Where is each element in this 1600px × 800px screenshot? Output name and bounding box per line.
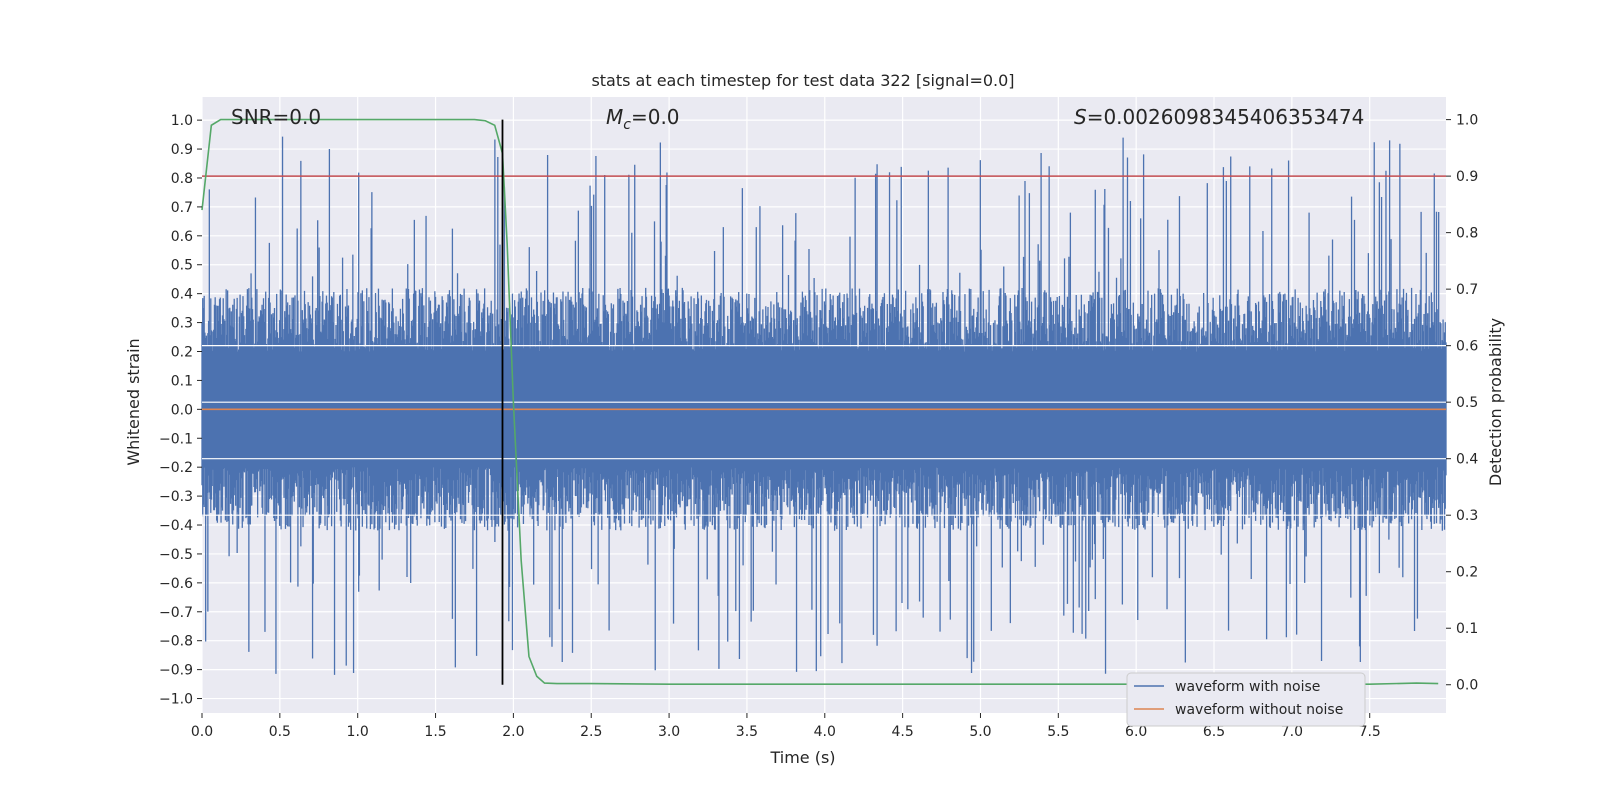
y-tick-label-right: 0.1 [1456, 621, 1478, 637]
x-tick-label: 7.0 [1281, 724, 1303, 740]
chirp-mass-value: =0.0 [631, 105, 680, 129]
y-axis-label-left: Whitened strain [124, 338, 143, 465]
x-tick-label: 4.5 [891, 724, 913, 740]
y-tick-label-right: 0.3 [1456, 508, 1478, 524]
y-tick-label-left: 1.0 [171, 113, 193, 129]
y-tick-label-left: 0.8 [171, 171, 193, 187]
y-tick-label-left: 0.9 [171, 142, 193, 158]
detection-probability-line [201, 118, 1439, 685]
y-tick-label-left: −0.1 [159, 431, 193, 447]
chart-title: stats at each timestep for test data 322… [591, 71, 1014, 90]
series-lines [201, 118, 1446, 685]
y-tick-label-left: 0.0 [171, 402, 193, 418]
y-tick-label-left: 0.3 [171, 316, 193, 332]
x-tick-label: 1.0 [347, 724, 369, 740]
x-tick-label: 2.0 [502, 724, 524, 740]
y-tick-label-left: −0.9 [159, 663, 193, 679]
y-tick-label-right: 0.8 [1456, 226, 1478, 242]
y-tick-label-left: 0.7 [171, 200, 193, 216]
x-tick-label: 5.0 [969, 724, 991, 740]
y-tick-label-left: −0.8 [159, 634, 193, 650]
y-tick-label-left: −0.5 [159, 547, 193, 563]
y-tick-label-left: −0.4 [159, 518, 193, 534]
snr-annotation: SNR=0.0 [231, 105, 321, 129]
y-tick-label-left: 0.4 [171, 287, 193, 303]
y-tick-label-left: −0.2 [159, 460, 193, 476]
x-tick-label: 5.5 [1047, 724, 1069, 740]
y-tick-label-right: 0.5 [1456, 395, 1478, 411]
x-tick-label: 7.5 [1359, 724, 1381, 740]
y-tick-label-right: 0.9 [1456, 169, 1478, 185]
y-tick-label-left: 0.5 [171, 258, 193, 274]
y-tick-label-right: 0.6 [1456, 339, 1478, 355]
x-tick-label: 3.0 [658, 724, 680, 740]
x-tick-label: 6.5 [1203, 724, 1225, 740]
chirp-mass-subscript: c [623, 117, 631, 133]
x-tick-label: 0.0 [191, 724, 213, 740]
x-tick-label: 1.5 [424, 724, 446, 740]
s-statistic-value: =0.0026098345406353474 [1087, 105, 1365, 129]
x-tick-label: 6.0 [1125, 724, 1147, 740]
axis-ticks: 0.0 0.5 1.0 1.5 2.0 2.5 3.0 3.5 4.0 4.5 5.0 5.5 6.0 6… [159, 113, 1478, 740]
x-tick-label: 4.0 [814, 724, 836, 740]
legend: waveform with noise waveform without noi… [1126, 672, 1366, 727]
y-tick-label-left: −0.7 [159, 605, 193, 621]
chirp-mass-symbol: M [606, 105, 623, 129]
y-tick-label-right: 0.7 [1456, 282, 1478, 298]
chirp-mass-annotation: Mc=0.0 [606, 105, 680, 133]
y-tick-label-left: 0.1 [171, 373, 193, 389]
legend-box [1126, 672, 1366, 727]
y-tick-label-right: 0.2 [1456, 565, 1478, 581]
y-tick-label-right: 0.4 [1456, 452, 1478, 468]
y-tick-label-left: −0.3 [159, 489, 193, 505]
y-tick-label-left: −0.6 [159, 576, 193, 592]
y-axis-label-right: Detection probability [1486, 318, 1505, 486]
y-tick-label-left: 0.2 [171, 344, 193, 360]
y-tick-label-right: 1.0 [1456, 113, 1478, 129]
y-tick-label-left: 0.6 [171, 229, 193, 245]
x-tick-label: 0.5 [269, 724, 291, 740]
y-tick-label-right: 0.0 [1456, 678, 1478, 694]
x-tick-label: 2.5 [580, 724, 602, 740]
legend-label-waveform-with-noise: waveform with noise [1175, 679, 1320, 695]
x-axis-label: Time (s) [769, 748, 835, 767]
s-statistic-annotation: S=0.0026098345406353474 [1074, 105, 1364, 129]
y-tick-label-left: −1.0 [159, 692, 193, 708]
legend-label-waveform-without-noise: waveform without noise [1175, 702, 1343, 718]
s-statistic-symbol: S [1074, 105, 1087, 129]
x-tick-label: 3.5 [736, 724, 758, 740]
